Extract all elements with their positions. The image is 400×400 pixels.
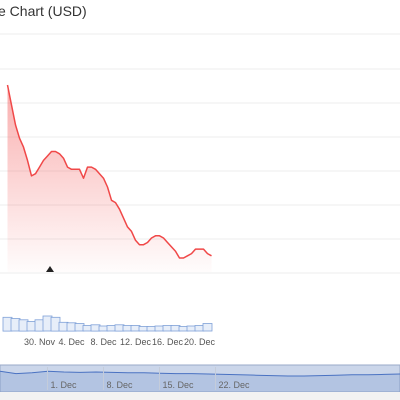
navigator-tick-label: 15. Dec (163, 380, 195, 390)
navigator-tick-label: 8. Dec (107, 380, 134, 390)
chart-title: e Chart (USD) (0, 3, 87, 19)
price-area (7, 85, 212, 272)
x-axis: 30. Nov 4. Dec 8. Dec 12. Dec 16. Dec 20. Dec (24, 337, 216, 347)
x-tick-label: 20. Dec (184, 337, 216, 347)
x-tick-label: 8. Dec (90, 337, 117, 347)
x-tick-label: 30. Nov (24, 337, 56, 347)
price-area-layer (6, 84, 212, 272)
navigator-background (0, 365, 400, 392)
navigator[interactable]: 1. Dec 8. Dec 15. Dec 22. Dec (0, 364, 400, 400)
price-line (6, 84, 212, 259)
range-marker (46, 266, 54, 272)
x-tick-label: 16. Dec (152, 337, 184, 347)
x-tick-label: 4. Dec (58, 337, 85, 347)
volume-bar (202, 323, 213, 332)
navigator-series-line (0, 370, 400, 377)
x-tick-label: 12. Dec (120, 337, 152, 347)
scrollbar-track[interactable] (0, 392, 400, 400)
navigator-tick-label: 1. Dec (51, 380, 78, 390)
volume-bars (2, 315, 213, 332)
navigator-tick-label: 22. Dec (219, 380, 251, 390)
